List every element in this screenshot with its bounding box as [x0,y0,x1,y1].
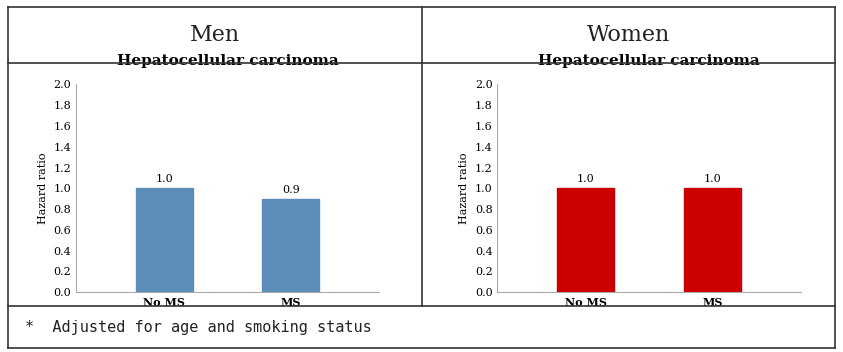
Bar [684,188,741,292]
Y-axis label: Hazard ratio: Hazard ratio [38,152,48,224]
Text: *  Adjusted for age and smoking status: * Adjusted for age and smoking status [25,320,372,335]
Bar [262,199,319,292]
Text: 1.0: 1.0 [155,174,174,184]
Text: Men: Men [190,24,240,46]
Text: 1.0: 1.0 [577,174,595,184]
Bar [557,188,615,292]
Bar [136,188,193,292]
Y-axis label: Hazard ratio: Hazard ratio [459,152,470,224]
Text: Hepatocellular carcinoma: Hepatocellular carcinoma [538,54,760,68]
Text: Women: Women [587,24,669,46]
Text: 1.0: 1.0 [703,174,722,184]
Text: 0.9: 0.9 [282,184,300,195]
Text: Hepatocellular carcinoma: Hepatocellular carcinoma [116,54,339,68]
